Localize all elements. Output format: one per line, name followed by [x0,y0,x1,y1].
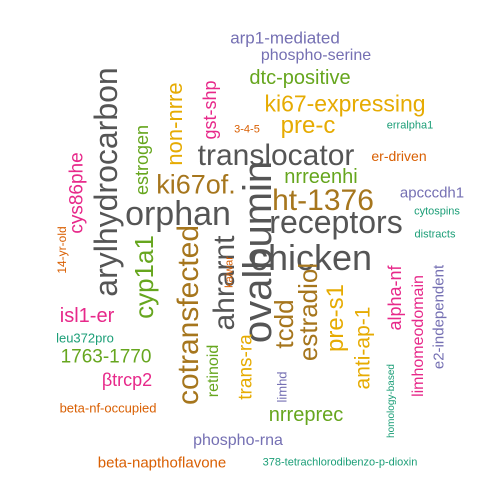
word-gst-shp: gst-shp [200,80,220,140]
word-estrogen: estrogen [132,124,152,196]
word-kaiwar: kaiwar [223,256,236,288]
word-retinoid: retinoid [205,344,222,398]
word-non-nrre: non-nrre [162,82,187,166]
word-trans-ra: trans-ra [235,334,257,400]
word-er-driven: er-driven [371,148,427,164]
word-erralpha1: erralpha1 [386,119,434,132]
word-cytospins: cytospins [414,205,460,218]
word-pre-s1: pre-s1 [322,283,349,353]
word-beta-nf-occupied: beta-nf-occupied [59,400,157,416]
word-limhomeodomain: limhomeodomain [410,275,427,397]
word-limhd: limhd [274,371,290,403]
word-homology-based: homology-based [386,364,397,438]
word-ht-1376: ht-1376 [272,184,374,217]
word-leu372pro: leu372pro [56,330,114,346]
word-translocator: translocator [197,139,355,172]
word-receptors: receptors [269,204,403,240]
word-arylhydrocarbon: arylhydrocarbon [88,67,124,297]
word-ki67-expressing: ki67-expressing [264,90,426,117]
word-ki67of: ki67of. [156,169,236,200]
word-pre-c: pre-c [280,112,336,139]
word-chicken: chicken [249,237,373,278]
word-phospho-serine: phospho-serine [260,47,372,64]
word-nrreenhi: nrreenhi [284,166,358,188]
word-isl1-er: isl1-er [59,305,115,327]
word-arp1-mediated: arp1-mediated [230,28,340,48]
word-alpha-nf: alpha-nf [385,265,405,331]
word-cotransfected: cotransfected [172,224,205,406]
word-14-yr-old: 14-yr-old [55,226,69,274]
word-beta-napthoflavone: beta-napthoflavone [97,454,227,472]
word-3-4-5: 3-4-5 [234,123,260,136]
word-phospho-rna: phospho-rna [193,432,283,449]
word-tcdd: tcdd [269,299,299,349]
word-nrreprec: nrreprec [268,404,344,426]
word-e2-independent: e2-independent [430,264,448,370]
word-dtc-positive: dtc-positive [249,67,351,89]
word-cys86phe: cys86phe [66,152,88,234]
word-378-tetrachlorodibenzo-p-dioxin: 378-tetrachlorodibenzo-p-dioxin [262,456,418,469]
word-1763-1770: 1763-1770 [60,346,152,368]
word-cyp1a1: cyp1a1 [129,235,159,319]
word-anti-ap-1: anti-ap-1 [351,306,375,390]
word-btrcp2: βtrcp2 [101,370,153,390]
word-apcccdh1: apcccdh1 [399,184,465,202]
word-orphan: orphan [125,195,231,233]
word-distracts: distracts [414,228,456,241]
